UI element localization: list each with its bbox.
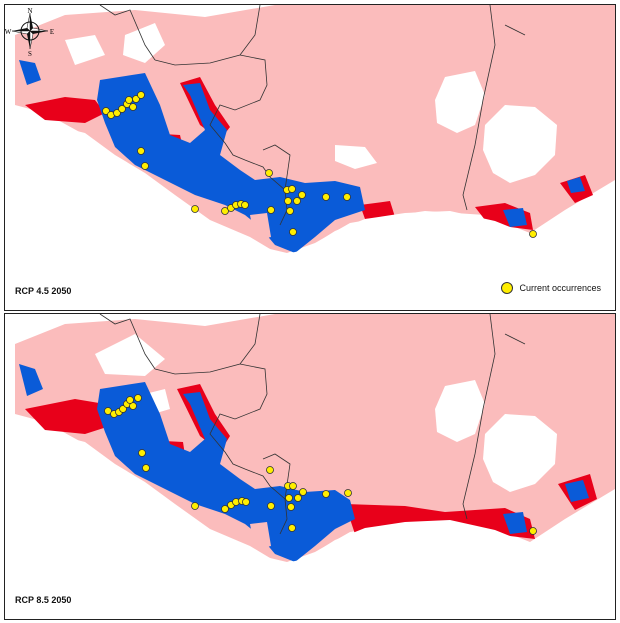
occurrence-point bbox=[293, 197, 301, 205]
no-data-area bbox=[65, 35, 105, 65]
no-data-area bbox=[435, 380, 485, 442]
occurrence-point bbox=[119, 405, 127, 413]
occurrence-point bbox=[104, 407, 112, 415]
map-rcp45 bbox=[5, 5, 615, 310]
occurrence-point bbox=[242, 498, 250, 506]
occurrence-point bbox=[142, 464, 150, 472]
svg-text:S: S bbox=[28, 50, 32, 57]
suitable-area bbox=[19, 60, 41, 85]
country-borders bbox=[99, 314, 526, 535]
legend-label: Current occurrences bbox=[519, 283, 601, 293]
no-data-area bbox=[435, 71, 485, 133]
suitable-area bbox=[97, 382, 355, 562]
occurrence-point bbox=[241, 201, 249, 209]
svg-text:E: E bbox=[50, 28, 54, 36]
map-panel-rcp45: N S E W RCP 4.5 2050 Current occurrences bbox=[4, 4, 616, 311]
occurrence-point bbox=[285, 494, 293, 502]
occurrence-point bbox=[288, 524, 296, 532]
unsuitable-area bbox=[250, 522, 271, 550]
lost-area bbox=[360, 201, 395, 219]
suitable-area bbox=[567, 177, 585, 193]
occurrence-point bbox=[221, 505, 229, 513]
suitable-area bbox=[97, 73, 365, 253]
no-data-area bbox=[335, 145, 377, 169]
occurrence-point bbox=[265, 169, 273, 177]
lost-area bbox=[25, 97, 105, 123]
occurrence-point bbox=[322, 490, 330, 498]
occurrence-point bbox=[287, 503, 295, 511]
occurrence-point bbox=[126, 396, 134, 404]
svg-text:N: N bbox=[27, 7, 32, 15]
occurrence-point bbox=[221, 207, 229, 215]
occurrence-point bbox=[289, 482, 297, 490]
occurrence-point bbox=[299, 488, 307, 496]
suitable-area bbox=[19, 364, 43, 396]
compass-rose-icon: N S E W bbox=[5, 7, 54, 57]
occurrence-point bbox=[294, 494, 302, 502]
suitable-area bbox=[503, 208, 527, 227]
map-panel-rcp85: RCP 8.5 2050 bbox=[4, 313, 616, 620]
unsuitable-area bbox=[250, 213, 271, 241]
occurrence-point bbox=[141, 162, 149, 170]
occurrence-point bbox=[286, 207, 294, 215]
suitable-area bbox=[503, 512, 527, 534]
occurrence-point bbox=[267, 206, 275, 214]
occurrence-point bbox=[191, 502, 199, 510]
occurrence-points bbox=[102, 91, 537, 238]
occurrence-point bbox=[134, 394, 142, 402]
occurrence-point bbox=[289, 228, 297, 236]
no-data-area bbox=[483, 414, 557, 492]
occurrence-point bbox=[529, 230, 537, 238]
occurrence-point bbox=[125, 96, 133, 104]
ocean bbox=[5, 424, 615, 619]
suitable-area bbox=[565, 480, 589, 502]
occurrence-point bbox=[118, 105, 126, 113]
occurrence-point bbox=[322, 193, 330, 201]
map-rcp85 bbox=[5, 314, 615, 619]
ocean bbox=[5, 115, 615, 310]
map-legend: Current occurrences bbox=[501, 282, 601, 294]
occurrence-point bbox=[298, 191, 306, 199]
occurrence-point bbox=[113, 109, 121, 117]
svg-text:W: W bbox=[5, 28, 12, 36]
occurrence-point bbox=[102, 107, 110, 115]
occurrence-point bbox=[191, 205, 199, 213]
occurrence-point bbox=[137, 147, 145, 155]
occurrence-point bbox=[284, 197, 292, 205]
occurrence-point bbox=[137, 91, 145, 99]
occurrence-point bbox=[129, 103, 137, 111]
no-data-area bbox=[95, 334, 165, 376]
lost-area bbox=[25, 399, 110, 434]
occurrence-point bbox=[267, 502, 275, 510]
occurrence-point bbox=[129, 402, 137, 410]
occurrence-points bbox=[104, 394, 537, 535]
occurrence-point bbox=[138, 449, 146, 457]
panel-title: RCP 4.5 2050 bbox=[15, 286, 72, 296]
occurrence-marker-icon bbox=[501, 282, 514, 294]
no-data-area bbox=[483, 105, 557, 183]
occurrence-point bbox=[343, 193, 351, 201]
panel-title: RCP 8.5 2050 bbox=[15, 595, 72, 605]
occurrence-point bbox=[266, 466, 274, 474]
occurrence-point bbox=[344, 489, 352, 497]
occurrence-point bbox=[529, 527, 537, 535]
occurrence-point bbox=[288, 185, 296, 193]
